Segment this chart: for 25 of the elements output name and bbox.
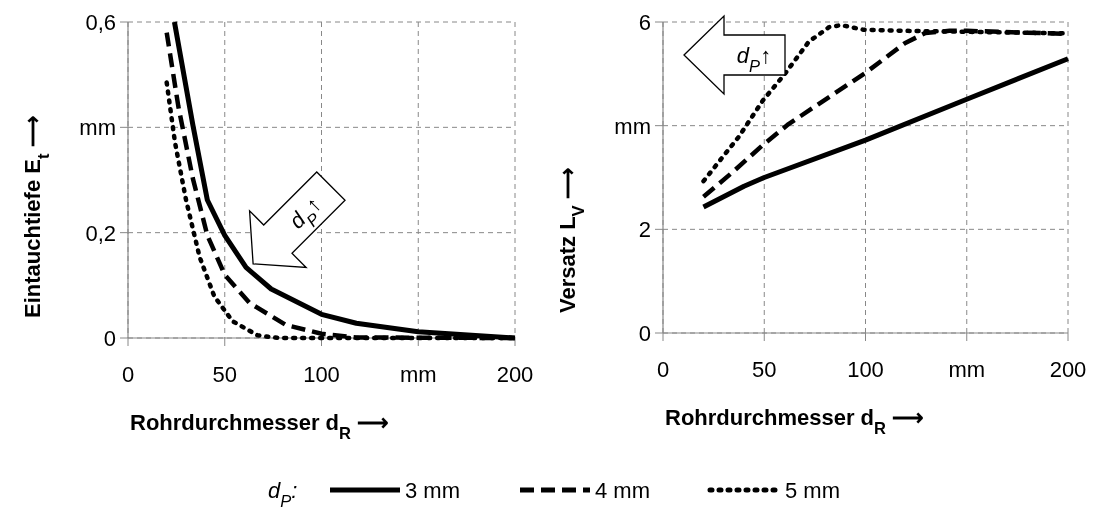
legend-label: 4 mm	[595, 478, 650, 503]
x-tick-label: 0	[121, 362, 135, 387]
x-tick-label: mm	[399, 362, 437, 387]
y-tick-label: 0,6	[85, 10, 116, 35]
legend-title: d$_{P}$:	[268, 478, 298, 510]
y-tick-label: 0	[103, 326, 116, 351]
y-tick-label: 0	[638, 321, 651, 346]
y-tick-label: mm	[79, 115, 116, 141]
x-tick-label: 200	[1049, 357, 1087, 382]
x-tick-label: 100	[303, 362, 340, 387]
y-tick-label: mm	[614, 113, 651, 139]
y-tick-label: 6	[638, 10, 651, 35]
legend-label: 5 mm	[785, 478, 840, 503]
x-axis-title: Rohrdurchmesser d$_{R}$ ⟶	[130, 410, 390, 442]
y-tick-label: 2	[638, 217, 651, 243]
x-tick-label: 50	[212, 362, 237, 387]
y-tick-label: 0,2	[85, 220, 116, 246]
x-tick-label: mm	[948, 357, 986, 382]
x-tick-label: 100	[847, 357, 884, 382]
x-tick-label: 0	[656, 357, 670, 382]
x-tick-label: 50	[752, 357, 777, 382]
x-tick-label: 200	[496, 362, 534, 387]
x-axis-title: Rohrdurchmesser d$_{R}$ ⟶	[665, 405, 925, 437]
annotation: d$_{P}$↑	[736, 43, 772, 75]
legend-label: 3 mm	[405, 478, 460, 503]
